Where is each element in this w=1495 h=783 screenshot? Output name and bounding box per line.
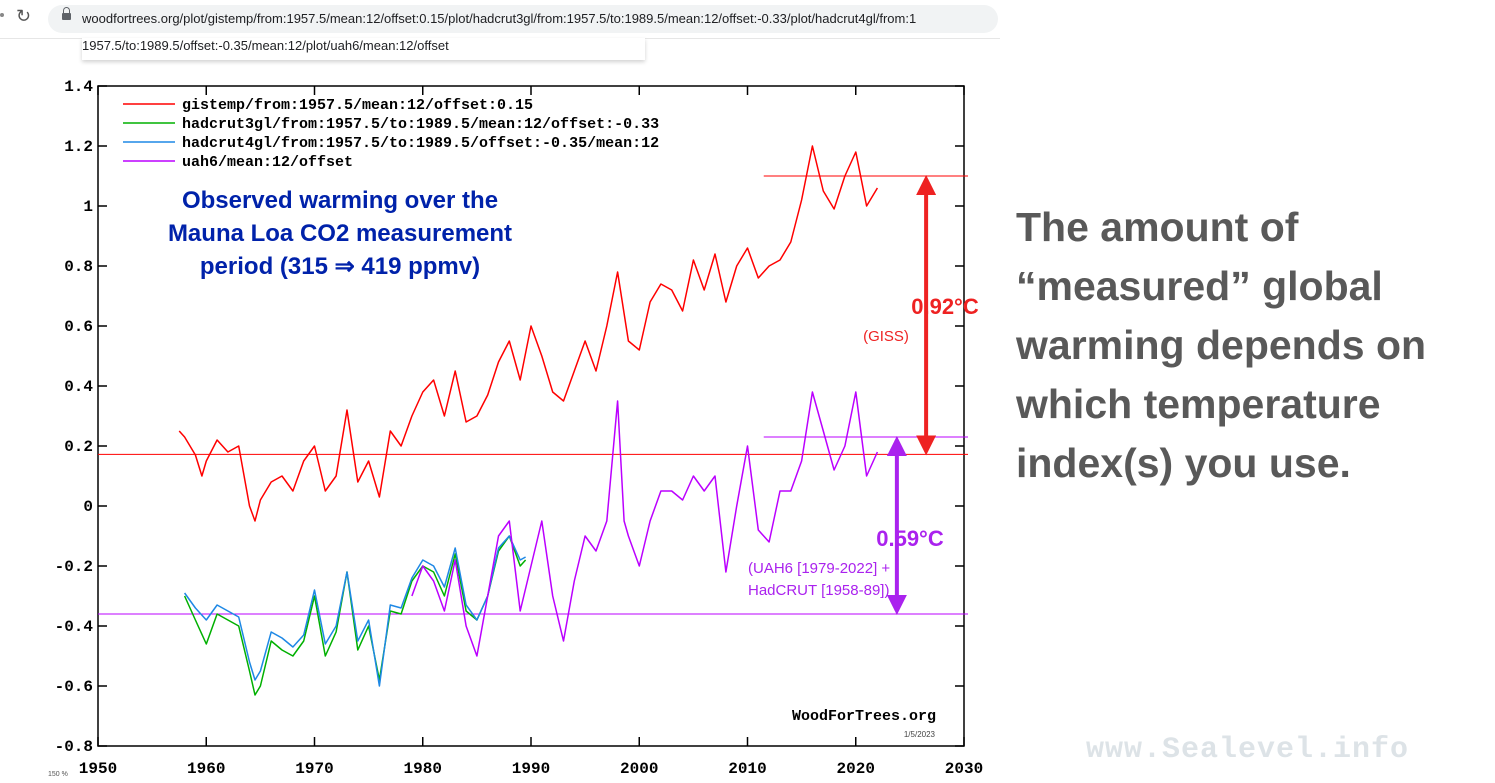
x-tick-label: 1970 xyxy=(295,760,333,778)
reload-icon[interactable]: ↻ xyxy=(16,6,32,26)
x-tick-label: 2000 xyxy=(620,760,658,778)
axes: 1950 1960 1970 1980 1990 2000 2010 2020 2030 1.4 1… xyxy=(55,78,984,778)
y-tick-label: -0.4 xyxy=(55,618,94,636)
x-tick-label: 1980 xyxy=(404,760,442,778)
giss-source-label: (GISS) xyxy=(863,328,909,345)
url-text[interactable]: woodfortrees.org/plot/gistemp/from:1957.… xyxy=(82,11,917,26)
x-tick-label: 1990 xyxy=(512,760,550,778)
chart-title-line: Observed warming over the xyxy=(182,187,498,214)
uah-source-label: (UAH6 [1979-2022] + xyxy=(748,560,890,577)
legend-label-hadcrut3gl: hadcrut3gl/from:1957.5/to:1989.5/mean:12… xyxy=(182,116,659,133)
y-tick-label: 0.2 xyxy=(64,438,93,456)
legend: gistemp/from:1957.5/mean:12/offset:0.15 h… xyxy=(123,97,659,171)
y-tick-label: 0 xyxy=(83,498,93,516)
x-tick-label: 2020 xyxy=(837,760,875,778)
y-tick-label: 1 xyxy=(83,198,93,216)
chart-credit: WoodForTrees.org xyxy=(792,708,936,725)
y-tick-label: 0.6 xyxy=(64,318,93,336)
series-lines xyxy=(178,145,879,696)
chart-title-line: Mauna Loa CO2 measurement xyxy=(168,220,512,247)
y-tick-label: 0.4 xyxy=(64,378,93,396)
url-text-continued: 1957.5/to:1989.5/offset:-0.35/mean:12/pl… xyxy=(82,38,449,53)
annotations: 0.92°C(GISS) 0.59°C (UAH6 [1979-2022] + Had… xyxy=(748,175,979,615)
plot-area xyxy=(97,85,965,747)
y-tick-label: 1.2 xyxy=(64,138,93,156)
x-tick-label: 1960 xyxy=(187,760,225,778)
temperature-chart: 1950 1960 1970 1980 1990 2000 2010 2020 2030 1.4 1… xyxy=(55,78,984,778)
uah-source-label: HadCRUT [1958-89]) xyxy=(748,582,889,599)
url-field[interactable] xyxy=(48,5,998,33)
chart-date-stamp: 1/5/2023 xyxy=(904,730,936,739)
x-tick-label: 1950 xyxy=(79,760,117,778)
legend-label-hadcrut4gl: hadcrut4gl/from:1957.5/to:1989.5/offset:… xyxy=(182,135,659,152)
y-tick-label: 0.8 xyxy=(64,258,93,276)
back-icon[interactable] xyxy=(0,13,4,17)
chart-title-line: period (315 ⇒ 419 ppmv) xyxy=(200,253,480,280)
chart-title: Observed warming over the Mauna Loa CO2 m… xyxy=(168,187,512,280)
giss-delta-label: 0.92°C xyxy=(911,294,979,319)
legend-label-gistemp: gistemp/from:1957.5/mean:12/offset:0.15 xyxy=(182,97,533,114)
watermark: www.Sealevel.info xyxy=(1086,733,1410,767)
series-hadcrut4gl xyxy=(183,535,526,687)
y-tick-label: 1.4 xyxy=(64,78,93,96)
x-tick-label: 2010 xyxy=(728,760,766,778)
uah-delta-label: 0.59°C xyxy=(876,526,944,551)
browser-address-bar: ↻ woodfortrees.org/plot/gistemp/from:195… xyxy=(0,0,1000,39)
legend-label-uah6: uah6/mean:12/offset xyxy=(182,154,353,171)
zoom-level: 150 % xyxy=(48,771,68,778)
lock-icon[interactable] xyxy=(62,7,71,20)
headline-text: The amount of “measured” global warming … xyxy=(1016,204,1427,486)
y-tick-label: -0.6 xyxy=(55,678,93,696)
x-tick-label: 2030 xyxy=(945,760,983,778)
y-tick-label: -0.2 xyxy=(55,558,93,576)
series-gistemp xyxy=(178,145,879,522)
y-tick-label: -0.8 xyxy=(55,738,93,756)
url-continuation-popup: 1957.5/to:1989.5/offset:-0.35/mean:12/pl… xyxy=(82,38,645,60)
series-uah6 xyxy=(411,391,879,657)
